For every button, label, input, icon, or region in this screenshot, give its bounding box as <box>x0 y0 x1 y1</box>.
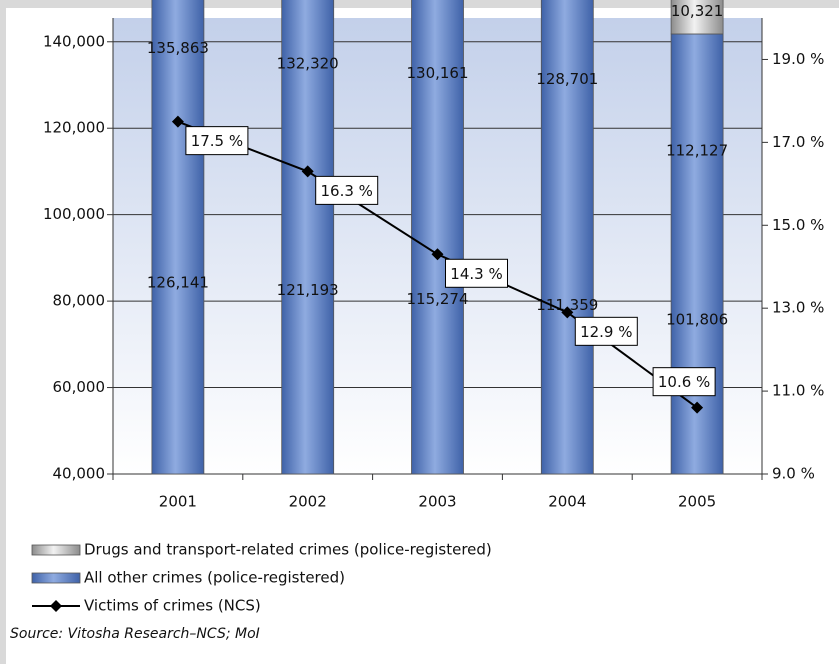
y-tick-label: 80,000 <box>53 292 106 310</box>
x-tick-label: 2005 <box>678 493 716 511</box>
marker <box>431 248 444 261</box>
line-label: 10.6 % <box>658 373 710 391</box>
value-label: 10,321 <box>671 2 724 20</box>
bar <box>151 0 205 475</box>
legend-label: Victims of crimes (NCS) <box>84 597 261 615</box>
y2-tick-label: 13.0 % <box>772 299 824 317</box>
total-label: 112,127 <box>666 142 728 160</box>
label-box <box>315 175 379 205</box>
y2-tick-label: 19.0 % <box>772 50 824 68</box>
y2-tick-label: 15.0 % <box>772 216 824 234</box>
bar <box>540 0 594 475</box>
y-tick-label: 140,000 <box>43 32 105 50</box>
line-label: 14.3 % <box>450 265 502 283</box>
marker <box>171 115 184 128</box>
x-tick-label: 2004 <box>548 493 586 511</box>
legend-marker <box>50 600 62 612</box>
y-tick-label: 40,000 <box>53 465 106 483</box>
bar <box>281 0 335 475</box>
line-label: 16.3 % <box>320 182 372 200</box>
value-label: 126,141 <box>147 274 209 292</box>
y2-tick-label: 17.0 % <box>772 133 824 151</box>
total-label: 135,863 <box>147 39 209 57</box>
label-box <box>185 126 249 156</box>
line-label: 17.5 % <box>191 132 243 150</box>
total-label: 128,701 <box>536 70 598 88</box>
total-label: 132,320 <box>277 54 339 72</box>
legend-label: Drugs and transport-related crimes (poli… <box>84 541 492 559</box>
value-label: 115,274 <box>406 290 468 308</box>
source: Source: Vitosha Research–NCS; MoI <box>10 626 260 642</box>
x-tick-label: 2002 <box>289 493 327 511</box>
value-label: 111,359 <box>536 296 598 314</box>
y2-tick-label: 11.0 % <box>772 382 824 400</box>
total-label: 130,161 <box>406 64 468 82</box>
value-label: 101,806 <box>666 310 728 328</box>
line-label: 12.9 % <box>580 323 632 341</box>
left-band <box>0 0 6 664</box>
marker <box>301 165 314 178</box>
x-tick-label: 2001 <box>159 493 197 511</box>
legend-swatch <box>31 572 81 584</box>
value-label: 121,193 <box>277 281 339 299</box>
bar <box>411 0 464 475</box>
legend-swatch <box>31 544 81 556</box>
legend-label: All other crimes (police-registered) <box>84 569 345 587</box>
y2-tick-label: 9.0 % <box>772 465 815 483</box>
bar <box>670 0 724 35</box>
y-tick-label: 120,000 <box>43 119 105 137</box>
label-box <box>574 316 638 346</box>
label-box <box>652 367 716 397</box>
marker <box>691 401 704 414</box>
x-tick-label: 2003 <box>418 493 456 511</box>
label-box <box>445 258 508 288</box>
y-tick-label: 100,000 <box>43 205 105 223</box>
y-tick-label: 60,000 <box>53 378 106 396</box>
marker <box>561 306 574 319</box>
